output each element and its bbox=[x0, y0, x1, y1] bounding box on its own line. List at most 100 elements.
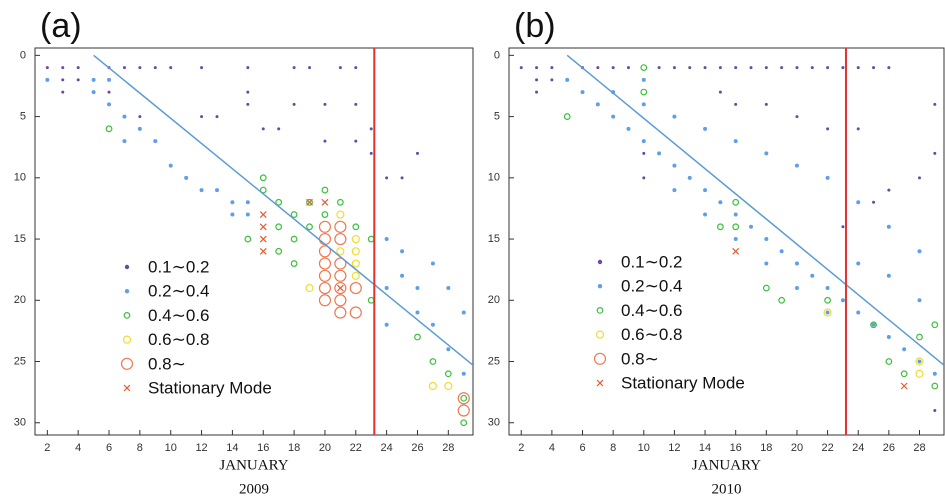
point bbox=[856, 66, 860, 70]
point bbox=[290, 235, 298, 243]
point bbox=[138, 66, 142, 70]
diagonal-line bbox=[566, 54, 944, 366]
point bbox=[369, 151, 373, 155]
x-tick-label: 8 bbox=[137, 442, 143, 454]
legend-marker bbox=[596, 379, 604, 387]
point bbox=[277, 127, 281, 131]
x-tick-label: 14 bbox=[699, 442, 711, 454]
point bbox=[565, 77, 570, 82]
point bbox=[138, 115, 142, 119]
legend-marker bbox=[124, 289, 130, 294]
point bbox=[810, 273, 815, 278]
point bbox=[245, 200, 250, 205]
point bbox=[716, 223, 724, 231]
point bbox=[351, 271, 360, 280]
point bbox=[902, 347, 907, 352]
point bbox=[385, 176, 389, 180]
point bbox=[460, 394, 468, 402]
x-tick-label: 4 bbox=[75, 442, 81, 454]
point bbox=[810, 66, 814, 70]
point bbox=[354, 102, 358, 106]
x-tick-label: 10 bbox=[638, 442, 650, 454]
point bbox=[349, 306, 362, 319]
point bbox=[338, 66, 342, 70]
point bbox=[611, 66, 615, 70]
point bbox=[334, 306, 347, 319]
point bbox=[318, 232, 332, 246]
point bbox=[415, 286, 420, 291]
point bbox=[762, 284, 770, 292]
point bbox=[687, 175, 692, 180]
plot-frame bbox=[34, 47, 474, 436]
point bbox=[672, 163, 677, 168]
y-tick-label: 15 bbox=[14, 233, 26, 245]
point bbox=[825, 310, 830, 315]
point bbox=[308, 66, 312, 70]
point bbox=[306, 223, 313, 231]
point bbox=[367, 235, 375, 243]
point bbox=[107, 77, 112, 82]
x-tick-label: 10 bbox=[165, 442, 177, 454]
point bbox=[306, 198, 313, 206]
point bbox=[917, 359, 922, 364]
legend-marker bbox=[593, 352, 607, 365]
y-tick-label: 30 bbox=[14, 417, 26, 429]
point bbox=[795, 66, 799, 70]
x-tick-label: 18 bbox=[288, 442, 300, 454]
point bbox=[733, 237, 738, 242]
y-tick-label: 10 bbox=[14, 172, 26, 184]
point bbox=[400, 249, 405, 254]
point bbox=[504, 66, 507, 69]
point bbox=[30, 66, 33, 69]
point bbox=[122, 114, 127, 119]
point bbox=[259, 223, 267, 231]
point bbox=[384, 237, 389, 242]
x-tick-label: 6 bbox=[579, 442, 585, 454]
point bbox=[718, 200, 723, 205]
legend-label: Stationary Mode bbox=[148, 378, 272, 397]
point bbox=[334, 281, 347, 295]
x-tick-label: 12 bbox=[195, 442, 207, 454]
point bbox=[718, 66, 722, 70]
point bbox=[334, 294, 347, 307]
point bbox=[642, 176, 646, 180]
point bbox=[292, 66, 296, 70]
point bbox=[916, 333, 923, 341]
point bbox=[230, 200, 235, 205]
point bbox=[734, 102, 738, 106]
point bbox=[91, 90, 96, 95]
point bbox=[794, 261, 799, 266]
x-tick-label: 28 bbox=[913, 442, 925, 454]
point bbox=[535, 78, 539, 82]
point bbox=[292, 102, 296, 106]
point bbox=[444, 370, 452, 378]
point bbox=[550, 66, 554, 70]
point bbox=[887, 66, 891, 70]
point bbox=[535, 90, 539, 94]
point bbox=[886, 273, 891, 278]
point bbox=[107, 90, 111, 94]
point bbox=[732, 247, 740, 255]
legend-label: Stationary Mode bbox=[621, 373, 745, 392]
point bbox=[794, 163, 799, 168]
point bbox=[414, 333, 421, 341]
x-tick-label: 12 bbox=[668, 442, 680, 454]
point bbox=[428, 381, 438, 391]
point bbox=[657, 151, 662, 156]
x-tick-label: 2 bbox=[518, 442, 524, 454]
legend-label: 0.6∼0.8 bbox=[621, 325, 683, 344]
point bbox=[336, 284, 344, 292]
point bbox=[563, 113, 571, 120]
point bbox=[122, 139, 127, 144]
point bbox=[275, 247, 283, 255]
point bbox=[779, 249, 784, 254]
point bbox=[823, 308, 832, 317]
point bbox=[826, 127, 830, 131]
point bbox=[122, 66, 126, 70]
point bbox=[519, 66, 523, 70]
point bbox=[641, 102, 646, 107]
y-tick-label: 20 bbox=[488, 294, 500, 306]
point bbox=[334, 220, 347, 233]
point bbox=[336, 198, 344, 206]
